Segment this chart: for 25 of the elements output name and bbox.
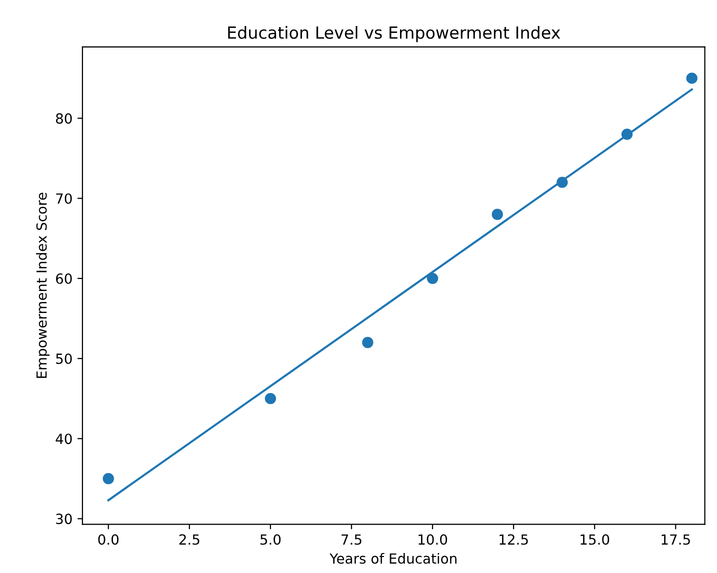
chart-title: Education Level vs Empowerment Index — [228, 26, 560, 42]
y-tick-label: 80 — [56, 113, 72, 124]
point — [492, 208, 503, 220]
x-tick-label: 2.5 — [179, 534, 200, 545]
x-tick-label: 10.0 — [418, 534, 448, 545]
x-tick-label: 15.0 — [580, 534, 610, 545]
point — [686, 72, 698, 84]
x-tick-label: 0.0 — [98, 534, 119, 545]
y-tick-label: 50 — [56, 353, 72, 364]
point — [426, 272, 438, 284]
y-axis-title: Empowerment Index Score — [36, 192, 50, 378]
point — [362, 336, 374, 348]
y-tick-label: 40 — [56, 434, 72, 444]
x-axis-title: Years of Education — [330, 553, 456, 564]
y-tick-label: 30 — [56, 514, 72, 524]
x-tick-label: 17.5 — [662, 534, 690, 545]
x-tick-label: 5.0 — [260, 534, 281, 545]
x-tick-label: 7.5 — [342, 534, 362, 545]
y-tick-label: 60 — [56, 273, 72, 284]
point — [264, 392, 276, 404]
point — [102, 473, 114, 484]
x-tick-label: 12.5 — [500, 534, 528, 545]
point — [556, 176, 568, 188]
y-tick-label: 70 — [56, 193, 72, 204]
point — [621, 128, 633, 140]
